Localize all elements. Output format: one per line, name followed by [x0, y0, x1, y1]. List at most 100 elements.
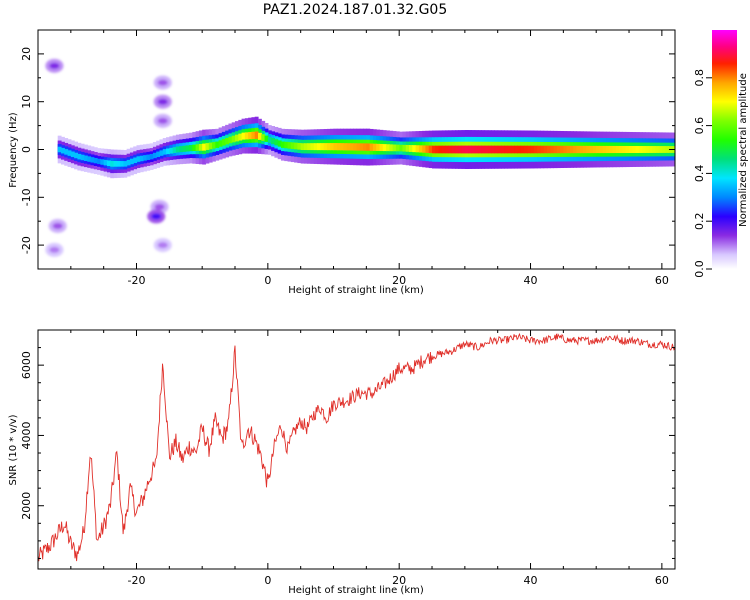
spectrogram-ridge-cell: [491, 145, 496, 154]
spectrogram-ridge-cell: [376, 143, 381, 151]
spectrogram-ridge-cell: [655, 146, 660, 153]
spectrogram-ridge-cell: [461, 145, 466, 154]
spectrogram-ridge-cell: [622, 145, 627, 154]
spectrogram-ridge-cell: [599, 145, 604, 154]
spectrogram-ridge-cell: [553, 145, 558, 154]
spectrogram-ridge-cell: [494, 145, 499, 154]
spectrogram-ridge-cell: [257, 132, 262, 140]
spectrogram-ridge-cell: [221, 139, 226, 146]
spectrogram-ridge-cell: [661, 146, 666, 153]
spectrogram-ridge-cell: [205, 143, 210, 150]
spectrogram-ridge-cell: [143, 155, 147, 161]
spectrogram-ridge-cell: [569, 145, 574, 154]
spectrogram-ridge-cell: [579, 145, 584, 154]
spectrogram-ridge-cell: [139, 155, 144, 162]
spectrogram-ridge-cell: [395, 144, 400, 152]
spectrogram-ridge-cell: [405, 144, 410, 152]
spectrogram-ridge-cell: [110, 160, 115, 167]
spectrogram-ridge-cell: [386, 144, 390, 152]
x-tick-label: -20: [128, 274, 146, 287]
x-tick-label: -20: [128, 574, 146, 587]
spectrogram-ridge-cell: [455, 145, 459, 154]
spectrogram-ridge-cell: [566, 145, 571, 154]
spectrogram-ridge-cell: [468, 145, 473, 154]
spectrogram-ridge-cell: [254, 131, 259, 139]
spectrogram-ridge-cell: [297, 142, 302, 150]
spectrogram-blob-core: [151, 213, 162, 220]
y-tick-label: 20: [20, 47, 33, 61]
snr-y-ticks: 2000 4000 6000: [20, 329, 675, 559]
spectrogram-ridge-cell: [648, 146, 653, 153]
spectrogram-ridge-cell: [412, 145, 417, 153]
spectrogram-blob-core: [157, 242, 168, 249]
spectrogram-ridge-cell: [120, 161, 124, 167]
spectrogram-ridge-cell: [589, 145, 594, 154]
spectrogram-ridge-cell: [638, 146, 643, 153]
spectrogram-ridge-cell: [169, 147, 174, 154]
y-tick-label: 6000: [20, 351, 33, 379]
spectrogram-ridge-cell: [635, 146, 640, 153]
spectrogram-ridge-cell: [356, 143, 361, 151]
spectrogram-y-ticks: -20 -10 0 10 20: [20, 29, 675, 270]
spectrogram-ridge-cell: [353, 143, 358, 151]
spectrogram-ridge-cell: [392, 144, 397, 152]
spectrogram-ridge-cell: [445, 145, 450, 154]
spectrogram-blob-core: [157, 117, 168, 124]
spectrogram-ridge-cell: [441, 145, 446, 154]
spectrogram-ridge-cell: [277, 140, 282, 147]
spectrogram-blob-core: [154, 203, 165, 210]
snr-x-ticks: -20 0 20 40 60: [37, 330, 669, 587]
spectrogram-ridge-cell: [642, 146, 647, 153]
y-tick-label: -20: [20, 236, 33, 254]
spectrogram-ridge-cell: [504, 145, 509, 154]
spectrogram-ridge-cell: [100, 159, 105, 165]
spectrogram-ridge-cell: [527, 145, 532, 154]
spectrogram-ridge-cell: [517, 145, 522, 154]
spectrogram-ridge-cell: [474, 145, 479, 154]
spectrogram-ridge-cell: [123, 161, 128, 167]
spectrogram-ridge-cell: [546, 145, 551, 154]
spectrogram-ridge-cell: [317, 143, 321, 151]
spectrogram-ridge-cell: [320, 143, 325, 151]
spectrogram-blob-core: [157, 79, 168, 86]
colorbar-ticks: 0.0 0.2 0.4 0.6 0.8: [693, 69, 712, 278]
spectrogram-ridge-cell: [658, 146, 663, 153]
spectrogram-ridge-cell: [231, 135, 236, 143]
spectrogram-blob-core: [49, 62, 60, 69]
spectrogram-ridge-cell: [189, 144, 193, 152]
colorbar: 0.0 0.2 0.4 0.6 0.8 Normalized spectral ampl…: [693, 30, 749, 278]
spectrogram-ridge-cell: [287, 142, 292, 149]
spectrogram-ridge-cell: [596, 145, 601, 154]
spectrogram-ridge-cell: [172, 147, 177, 154]
spectrogram-ridge-cell: [415, 145, 420, 153]
spectrogram-ridge-cell: [543, 145, 548, 154]
spectrogram-ridge-cell: [340, 143, 344, 151]
spectrogram-ridge-cell: [326, 143, 331, 151]
spectrogram-ridge-cell: [146, 154, 151, 160]
spectrogram-ridge-cell: [106, 160, 111, 167]
spectrogram-ridge-cell: [418, 145, 423, 153]
spectrogram-ridge-cell: [363, 143, 367, 151]
colorbar-tick-label: 0.2: [693, 212, 706, 230]
spectrogram-ridge-cell: [609, 145, 614, 154]
snr-panel: -20 0 20 40 60 2000 4000 6000 Height of straig…: [8, 329, 676, 596]
spectrogram-ridge-cell: [313, 143, 318, 151]
y-tick-label: 4000: [20, 421, 33, 449]
spectrogram-ridge-cell: [129, 158, 134, 165]
spectrogram-ridge-cell: [389, 144, 394, 152]
spectrogram-ridge-cell: [346, 143, 351, 151]
spectrogram-ridge-cell: [402, 144, 407, 152]
spectrogram-blob-core: [52, 222, 63, 229]
colorbar-bar: [712, 30, 737, 269]
spectrogram-ridge-cell: [133, 157, 138, 164]
y-tick-label: 10: [20, 95, 33, 109]
spectrogram-ridge-cell: [248, 132, 253, 140]
spectrogram-ridge-cell: [182, 145, 187, 152]
y-tick-label: -10: [20, 188, 33, 206]
spectrogram-ridge-cell: [77, 153, 82, 160]
spectrogram-ridge-cell: [477, 145, 482, 154]
spectrogram-ridge-cell: [261, 134, 266, 141]
spectrogram-ridge-cell: [366, 143, 371, 151]
